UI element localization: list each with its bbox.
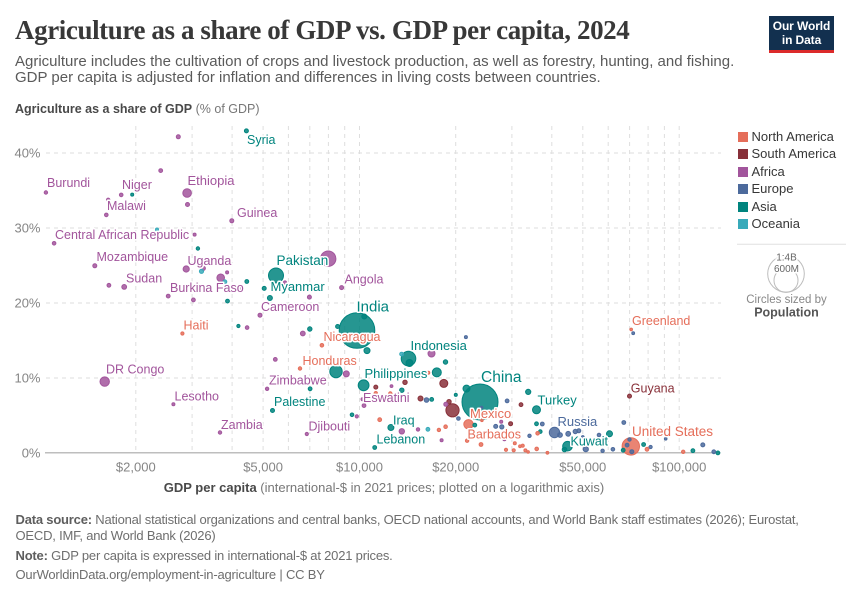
svg-text:Lesotho: Lesotho: [175, 389, 220, 403]
svg-text:Barbados: Barbados: [468, 428, 522, 442]
svg-text:Niger: Niger: [122, 178, 152, 192]
svg-text:0%: 0%: [22, 446, 41, 461]
svg-text:Uganda: Uganda: [188, 254, 232, 268]
svg-text:Population: Population: [754, 306, 819, 320]
svg-text:Myanmar: Myanmar: [271, 279, 326, 294]
svg-text:Russia: Russia: [558, 414, 599, 429]
svg-text:GDP per capita (international-: GDP per capita (international-$ in 2021 …: [164, 480, 605, 495]
svg-text:600M: 600M: [774, 264, 799, 275]
svg-text:Nicaragua: Nicaragua: [324, 330, 381, 344]
svg-text:Kuwait: Kuwait: [571, 434, 609, 448]
svg-text:Haiti: Haiti: [184, 318, 209, 332]
svg-text:Greenland: Greenland: [632, 314, 690, 328]
svg-text:Ethiopia: Ethiopia: [188, 173, 236, 188]
svg-text:Zimbabwe: Zimbabwe: [269, 374, 327, 388]
svg-text:$50,000: $50,000: [559, 460, 606, 475]
svg-text:India: India: [357, 299, 390, 316]
svg-text:Mexico: Mexico: [470, 406, 511, 421]
svg-text:Sudan: Sudan: [126, 271, 162, 285]
svg-text:$10,000: $10,000: [336, 460, 383, 475]
svg-text:Zambia: Zambia: [221, 418, 263, 432]
svg-text:Burkina Faso: Burkina Faso: [170, 281, 244, 295]
svg-text:Djibouti: Djibouti: [309, 419, 351, 433]
svg-text:Cameroon: Cameroon: [261, 300, 319, 314]
svg-text:Circles sized by: Circles sized by: [746, 294, 827, 306]
svg-text:Angola: Angola: [345, 273, 384, 287]
svg-text:DR Congo: DR Congo: [106, 363, 164, 377]
svg-text:Burundi: Burundi: [47, 176, 90, 190]
svg-text:Guyana: Guyana: [631, 381, 675, 395]
svg-text:30%: 30%: [14, 221, 40, 236]
svg-text:1:4B: 1:4B: [776, 253, 797, 264]
svg-text:$20,000: $20,000: [432, 460, 479, 475]
svg-text:Mozambique: Mozambique: [97, 250, 169, 264]
svg-text:Indonesia: Indonesia: [411, 338, 468, 353]
svg-text:Eswatini: Eswatini: [363, 391, 410, 405]
svg-text:Lebanon: Lebanon: [377, 432, 426, 446]
svg-text:Guinea: Guinea: [237, 206, 277, 220]
svg-text:United States: United States: [632, 424, 713, 439]
svg-text:Malawi: Malawi: [107, 199, 146, 213]
svg-text:10%: 10%: [14, 371, 40, 386]
svg-text:20%: 20%: [14, 296, 40, 311]
svg-text:Turkey: Turkey: [538, 393, 578, 408]
svg-text:Syria: Syria: [247, 133, 276, 147]
svg-text:Pakistan: Pakistan: [277, 253, 329, 268]
svg-text:$5,000: $5,000: [243, 460, 283, 475]
svg-text:Philippines: Philippines: [365, 366, 428, 381]
svg-text:$100,000: $100,000: [652, 460, 706, 475]
svg-text:Central African Republic: Central African Republic: [55, 228, 189, 242]
svg-text:Honduras: Honduras: [303, 354, 357, 368]
svg-text:Iraq: Iraq: [393, 413, 415, 427]
svg-text:40%: 40%: [14, 146, 40, 161]
svg-text:Palestine: Palestine: [274, 395, 325, 409]
svg-text:China: China: [481, 369, 522, 386]
svg-text:$2,000: $2,000: [116, 460, 156, 475]
